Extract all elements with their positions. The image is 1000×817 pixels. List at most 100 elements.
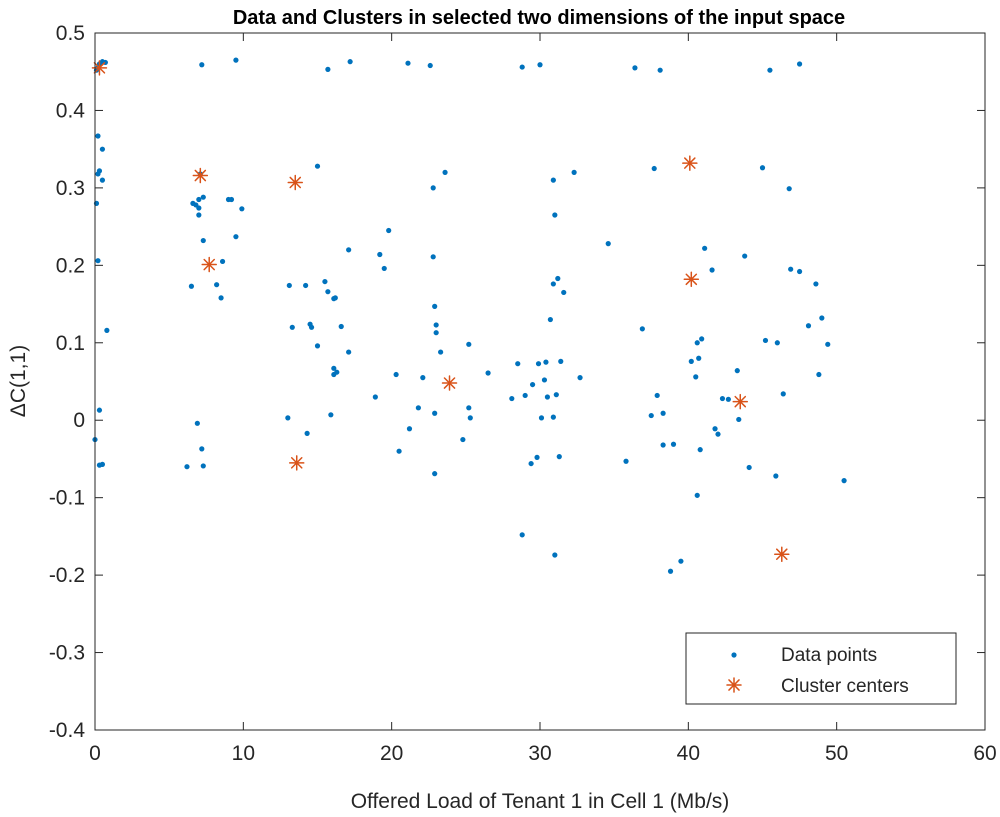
cluster-center [441,375,458,391]
data-point [693,374,699,380]
cluster-center [732,393,748,410]
y-tick-label: 0.5 [56,22,85,45]
y-tick-label: 0.1 [56,332,85,355]
data-point [515,361,521,367]
x-tick-label: 0 [89,742,101,765]
data-point [233,57,239,63]
data-point [555,275,561,282]
data-point [519,64,525,70]
data-point [214,282,220,288]
data-point [725,396,731,402]
data-point [762,337,769,344]
data-point [96,462,103,468]
y-tick-label: -0.4 [49,719,86,742]
data-point [535,361,542,367]
data-point [556,454,562,460]
cluster-center [192,167,209,184]
data-point [667,568,674,574]
data-point [736,416,742,423]
data-point [415,405,421,411]
data-point [466,405,472,411]
data-point [430,254,436,260]
legend-label-cluster-centers: Cluster centers [781,676,909,697]
y-tick-label: 0.4 [56,99,86,122]
data-point [699,336,705,342]
data-layer [91,57,847,574]
data-point [194,420,200,426]
data-point [427,62,433,69]
plot-area [95,33,985,730]
legend-asterisk-marker [726,677,742,693]
data-point [377,251,383,258]
cluster-center [288,455,305,471]
data-point [308,324,315,330]
y-tick-label: 0.2 [56,254,85,277]
data-point [688,358,694,364]
data-point [528,460,534,467]
data-point [825,341,831,347]
data-point [200,237,206,244]
data-point [322,278,328,285]
data-point [334,369,340,375]
data-point [577,375,583,381]
cluster-center [287,174,303,191]
data-point [188,283,195,289]
y-tick-label: -0.1 [49,487,85,510]
data-point [553,392,559,398]
data-point [239,206,245,212]
data-point [325,289,331,295]
data-point [430,185,436,191]
data-point [196,212,202,218]
data-point [541,377,548,383]
data-point [552,212,558,218]
data-point [719,395,726,402]
data-point [547,316,553,323]
data-point [544,394,551,400]
data-point [432,471,438,477]
data-point [420,375,426,381]
data-point [786,186,792,192]
chart-title: Data and Clusters in selected two dimens… [233,7,845,29]
cluster-center [683,271,700,288]
data-point [702,245,708,251]
data-point [393,371,399,378]
data-point [648,412,654,419]
data-point [325,66,331,72]
data-point [304,430,310,436]
legend-marker-data-points [731,652,737,658]
data-point [780,391,786,397]
x-tick-label: 60 [973,742,996,765]
data-point [796,268,803,275]
data-point [196,196,202,203]
data-point [104,327,110,333]
data-point [841,478,847,484]
legend-label-data-points: Data points [781,645,877,666]
cluster-center [774,546,790,562]
data-point [742,253,748,259]
data-point [558,358,564,364]
data-point [99,177,106,183]
data-point [95,171,101,177]
data-point [796,61,803,67]
data-point [561,289,567,296]
data-point [654,392,660,399]
data-point [386,227,392,234]
data-point [759,165,766,171]
data-point [522,392,528,399]
data-point [509,395,515,402]
data-point [538,415,545,421]
data-point [200,463,206,469]
data-point [660,410,666,416]
data-point [696,355,702,361]
x-tick-label: 30 [528,742,551,765]
data-point [347,59,353,65]
data-point [438,349,444,355]
data-point [537,62,543,68]
data-point [346,349,352,355]
y-tick-label: -0.3 [49,642,85,665]
data-point [442,169,448,175]
data-point [694,492,700,498]
data-point [218,295,224,301]
data-point [289,324,295,330]
